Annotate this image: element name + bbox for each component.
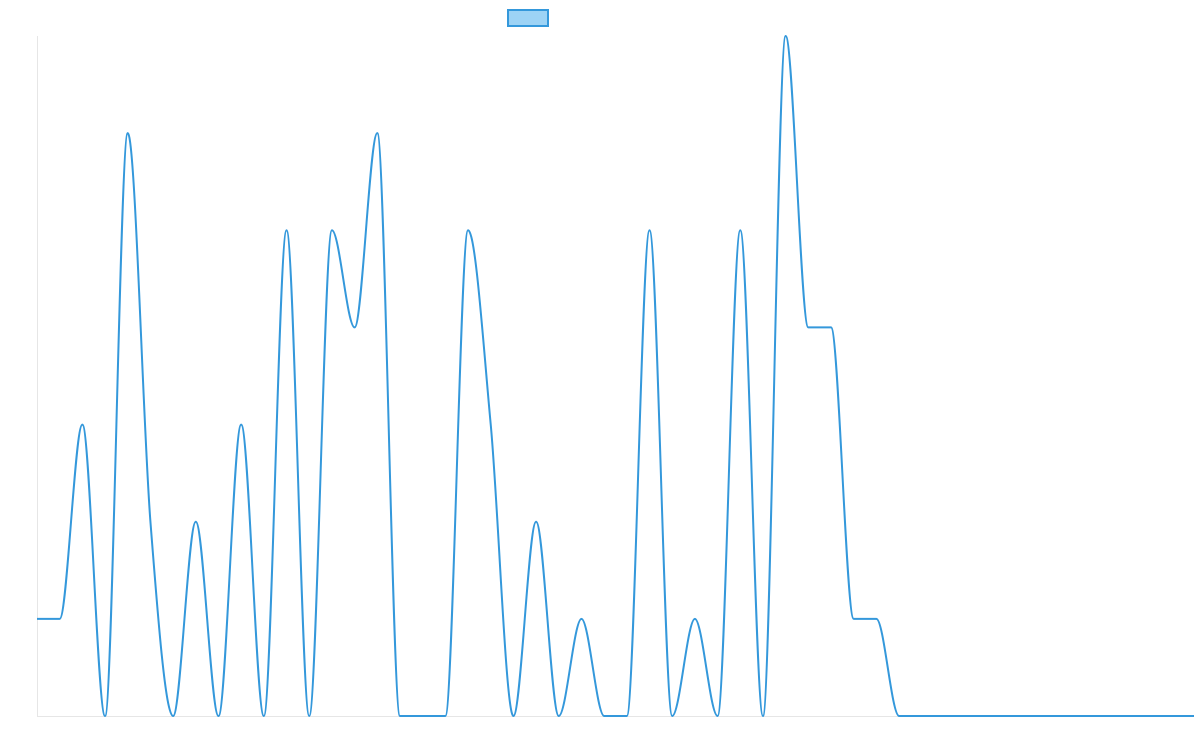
- data-point[interactable]: [281, 224, 293, 236]
- data-point[interactable]: [144, 516, 156, 528]
- data-point[interactable]: [167, 710, 179, 722]
- data-point[interactable]: [893, 710, 905, 722]
- data-point[interactable]: [961, 710, 973, 722]
- data-point[interactable]: [303, 710, 315, 722]
- data-point[interactable]: [1120, 710, 1132, 722]
- data-point[interactable]: [1007, 710, 1019, 722]
- data-point[interactable]: [1029, 710, 1041, 722]
- data-point[interactable]: [916, 710, 928, 722]
- data-point[interactable]: [621, 710, 633, 722]
- data-point[interactable]: [462, 224, 474, 236]
- data-point[interactable]: [598, 710, 610, 722]
- data-point[interactable]: [371, 127, 383, 139]
- data-point[interactable]: [349, 321, 361, 333]
- data-point[interactable]: [848, 613, 860, 625]
- data-point[interactable]: [1165, 710, 1177, 722]
- data-point[interactable]: [485, 419, 497, 431]
- data-point[interactable]: [870, 613, 882, 625]
- data-point[interactable]: [825, 321, 837, 333]
- data-point[interactable]: [1097, 710, 1109, 722]
- data-point[interactable]: [326, 224, 338, 236]
- data-point[interactable]: [1075, 710, 1087, 722]
- data-point[interactable]: [122, 127, 134, 139]
- data-point[interactable]: [553, 710, 565, 722]
- data-point[interactable]: [1143, 710, 1155, 722]
- data-point[interactable]: [644, 224, 656, 236]
- data-point[interactable]: [666, 710, 678, 722]
- data-point[interactable]: [757, 710, 769, 722]
- data-point[interactable]: [212, 710, 224, 722]
- data-point[interactable]: [530, 516, 542, 528]
- data-point[interactable]: [235, 419, 247, 431]
- data-point[interactable]: [712, 710, 724, 722]
- legend[interactable]: [507, 9, 549, 27]
- data-point[interactable]: [938, 710, 950, 722]
- data-point[interactable]: [689, 613, 701, 625]
- data-point[interactable]: [31, 613, 43, 625]
- data-point[interactable]: [984, 710, 996, 722]
- data-point[interactable]: [417, 710, 429, 722]
- series-layer: [31, 30, 1200, 722]
- data-point[interactable]: [439, 710, 451, 722]
- data-point[interactable]: [76, 419, 88, 431]
- data-point[interactable]: [780, 30, 792, 42]
- data-point[interactable]: [802, 321, 814, 333]
- series-line: [37, 35, 1194, 717]
- data-point[interactable]: [394, 710, 406, 722]
- data-point[interactable]: [190, 516, 202, 528]
- data-point[interactable]: [734, 224, 746, 236]
- data-point[interactable]: [507, 710, 519, 722]
- data-point[interactable]: [54, 613, 66, 625]
- legend-swatch[interactable]: [507, 9, 549, 27]
- data-point[interactable]: [575, 613, 587, 625]
- data-point[interactable]: [99, 710, 111, 722]
- data-point[interactable]: [258, 710, 270, 722]
- data-point[interactable]: [1052, 710, 1064, 722]
- data-point[interactable]: [1188, 710, 1200, 722]
